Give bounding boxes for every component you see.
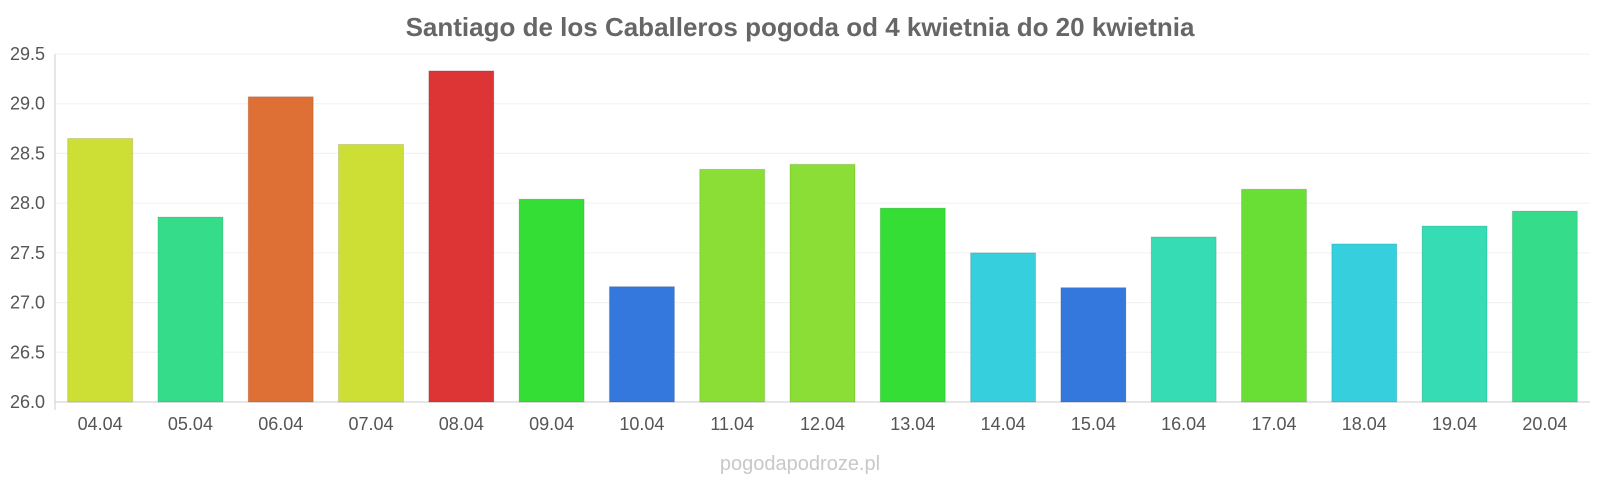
x-tick-label: 14.04 xyxy=(981,414,1026,434)
y-tick-labels: 26.0 26.5 27.0 27.5 28.0 28.5 29.0 29.5 xyxy=(10,44,45,412)
bar-16.04 xyxy=(1150,236,1217,403)
x-tick-label: 11.04 xyxy=(710,414,754,434)
bar-09.04 xyxy=(518,198,585,403)
x-tick-label: 06.04 xyxy=(258,414,303,434)
bar-17.04 xyxy=(1240,188,1307,403)
x-tick-label: 17.04 xyxy=(1251,414,1296,434)
x-tick-label: 12.04 xyxy=(800,414,845,434)
bar-08.04 xyxy=(428,70,495,403)
bar-05.04 xyxy=(157,216,224,403)
y-tick-label: 26.0 xyxy=(10,392,45,412)
x-tick-label: 19.04 xyxy=(1432,414,1477,434)
bar-07.04 xyxy=(338,143,405,403)
x-tick-label: 20.04 xyxy=(1522,414,1567,434)
bar-10.04 xyxy=(608,286,675,403)
bars xyxy=(67,70,1578,403)
chart-title: Santiago de los Caballeros pogoda od 4 k… xyxy=(406,12,1195,42)
bar-06.04 xyxy=(247,96,314,403)
bar-04.04 xyxy=(67,138,134,403)
x-tick-label: 05.04 xyxy=(168,414,213,434)
bar-14.04 xyxy=(970,252,1037,403)
bar-19.04 xyxy=(1421,225,1488,403)
y-tick-label: 29.0 xyxy=(10,94,45,114)
x-tick-label: 16.04 xyxy=(1161,414,1206,434)
y-tick-label: 27.5 xyxy=(10,243,45,263)
x-tick-label: 10.04 xyxy=(619,414,664,434)
bar-15.04 xyxy=(1060,287,1127,403)
x-tick-label: 08.04 xyxy=(439,414,484,434)
y-tick-label: 28.5 xyxy=(10,143,45,163)
bar-12.04 xyxy=(789,163,856,403)
x-tick-label: 09.04 xyxy=(529,414,574,434)
x-tick-label: 07.04 xyxy=(349,414,394,434)
watermark-text: pogodapodroze.pl xyxy=(720,453,880,475)
y-tick-label: 29.5 xyxy=(10,44,45,64)
x-tick-label: 13.04 xyxy=(890,414,935,434)
bar-20.04 xyxy=(1511,210,1578,403)
bar-11.04 xyxy=(699,168,766,403)
bar-18.04 xyxy=(1331,243,1398,403)
x-tick-labels: 04.04 05.04 06.04 07.04 08.04 09.04 10.04 11.04… xyxy=(78,414,1568,434)
y-tick-label: 26.5 xyxy=(10,342,45,362)
x-tick-label: 15.04 xyxy=(1071,414,1116,434)
x-tick-label: 18.04 xyxy=(1342,414,1387,434)
x-tick-label: 04.04 xyxy=(78,414,123,434)
bar-13.04 xyxy=(879,207,946,403)
y-tick-label: 27.0 xyxy=(10,293,45,313)
y-tick-label: 28.0 xyxy=(10,193,45,213)
